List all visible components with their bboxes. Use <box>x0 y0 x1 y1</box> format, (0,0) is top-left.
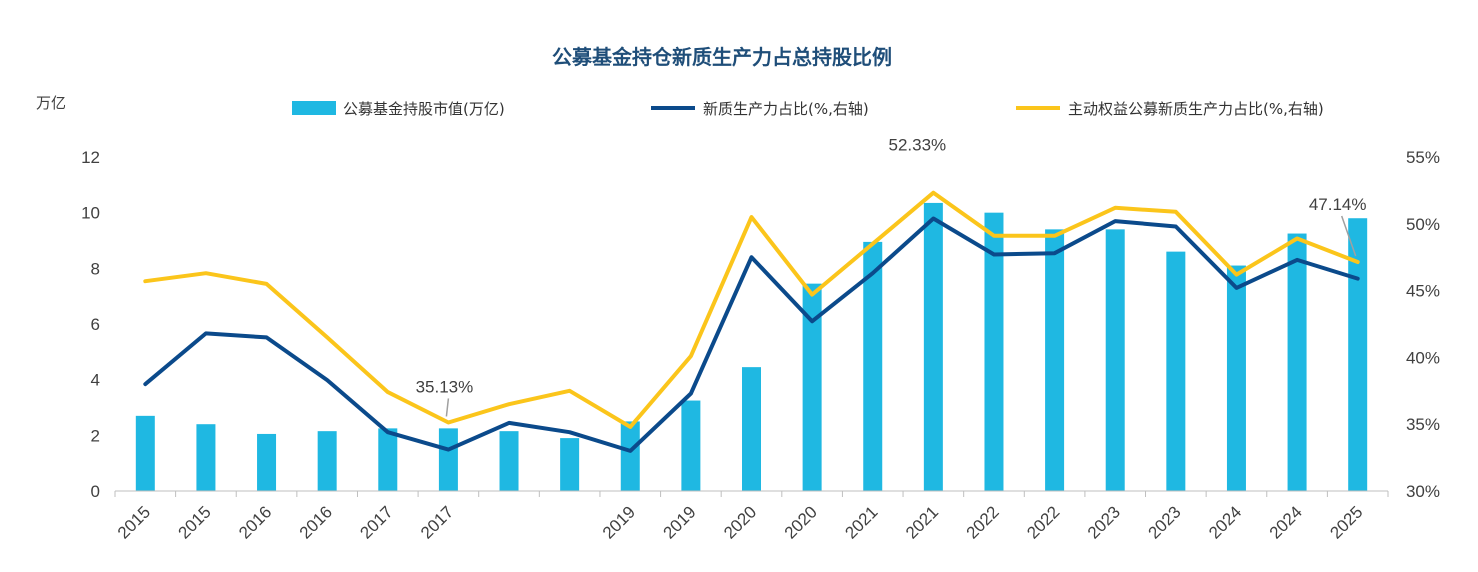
bar <box>863 241 883 491</box>
bar <box>681 400 701 491</box>
bar <box>1045 229 1065 491</box>
bar <box>923 202 943 492</box>
x-tick-label: 2017 <box>417 502 457 542</box>
left-tick-label: 12 <box>81 148 100 167</box>
bar <box>257 433 277 491</box>
x-tick-label: 2023 <box>1084 502 1124 542</box>
legend: 公募基金持股市值(万亿) 新质生产力占比(%,右轴) 主动权益公募新质生产力占比… <box>292 100 1324 118</box>
legend-label-bars: 公募基金持股市值(万亿) <box>343 100 505 118</box>
annotations: 35.13% 52.33% 47.14% <box>416 136 1367 417</box>
left-tick-label: 4 <box>91 371 100 390</box>
bar <box>196 424 216 491</box>
bar <box>560 438 580 491</box>
x-tick-label: 2022 <box>963 502 1003 542</box>
right-tick-label: 55% <box>1406 148 1440 167</box>
annotation-label: 47.14% <box>1309 195 1367 214</box>
x-tick-label: 2016 <box>296 502 336 542</box>
x-tick-label: 2020 <box>781 502 821 542</box>
right-tick-label: 35% <box>1406 415 1440 434</box>
bar <box>317 431 337 491</box>
x-tick-label: 2023 <box>1144 502 1184 542</box>
bar <box>984 212 1004 491</box>
bar <box>378 428 398 491</box>
bar <box>620 421 640 491</box>
x-tick-label: 2022 <box>1023 502 1063 542</box>
x-tick-label: 2025 <box>1326 502 1366 542</box>
bar <box>438 428 458 491</box>
left-axis: 0 2 4 6 8 10 12 <box>81 148 100 501</box>
x-tick-label: 2020 <box>720 502 760 542</box>
left-tick-label: 2 <box>91 426 100 445</box>
left-tick-label: 10 <box>81 204 100 223</box>
legend-label-line-yellow: 主动权益公募新质生产力占比(%,右轴) <box>1068 100 1324 118</box>
x-tick-label: 2024 <box>1266 502 1306 542</box>
bar-series <box>135 202 1368 492</box>
x-tick-label: 2021 <box>841 502 881 542</box>
right-tick-label: 30% <box>1406 482 1440 501</box>
left-tick-label: 6 <box>91 315 100 334</box>
x-tick-label: 2017 <box>356 502 396 542</box>
x-axis: 2015 2015 2016 2016 2017 2017 2019 2019 2020 2020… <box>114 491 1389 543</box>
bar <box>499 431 519 491</box>
bar <box>742 367 761 491</box>
x-tick-label: 2021 <box>902 502 942 542</box>
bar <box>135 415 155 491</box>
annotation-leader-line <box>445 398 450 417</box>
annotation-label: 35.13% <box>416 377 474 396</box>
legend-swatch-bars <box>292 101 336 115</box>
x-tick-label: 2016 <box>235 502 275 542</box>
left-axis-unit: 万亿 <box>36 94 66 112</box>
right-tick-label: 40% <box>1406 348 1440 367</box>
blue-line-series <box>143 216 1360 453</box>
annotation-label: 52.33% <box>889 136 947 155</box>
yellow-line-series <box>143 190 1360 429</box>
bar <box>802 283 822 491</box>
bar <box>1226 265 1246 491</box>
bar <box>1287 233 1307 491</box>
left-tick-label: 8 <box>91 259 100 278</box>
chart-title: 公募基金持仓新质生产力占总持股比例 <box>552 45 892 69</box>
x-tick-label: 2015 <box>114 502 154 542</box>
x-tick-label: 2024 <box>1205 502 1245 542</box>
left-tick-label: 0 <box>91 482 100 501</box>
bar <box>1348 218 1368 491</box>
legend-label-line-blue: 新质生产力占比(%,右轴) <box>703 100 869 118</box>
bar <box>1105 229 1125 491</box>
right-tick-label: 50% <box>1406 215 1440 234</box>
x-tick-label: 2019 <box>599 502 639 542</box>
x-tick-label: 2015 <box>175 502 215 542</box>
line-series <box>143 190 1360 453</box>
annotation-leader-line <box>1340 215 1357 257</box>
x-tick-label: 2019 <box>660 502 700 542</box>
right-axis: 30% 35% 40% 45% 50% 55% <box>1406 148 1440 501</box>
right-tick-label: 45% <box>1406 282 1440 301</box>
bar <box>1166 251 1186 491</box>
